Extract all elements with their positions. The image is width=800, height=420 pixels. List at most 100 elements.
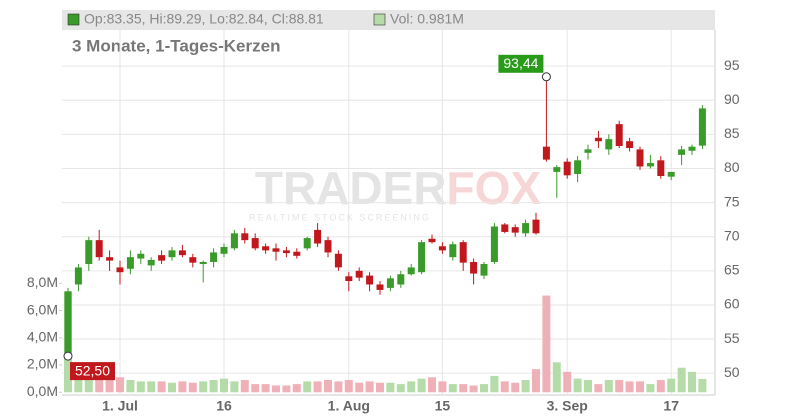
candle-body [553,167,561,172]
watermark-part: TRADER [255,162,447,214]
candle-body [688,146,696,151]
watermark: TRADERFOX [255,162,542,214]
candle-body [646,163,654,167]
candle-body [158,255,166,261]
candle-body [126,257,134,269]
volume-bar [95,378,104,393]
candle-body [147,259,155,266]
candle-body [386,278,394,288]
candle-body [532,219,540,234]
volume-bar [584,380,592,393]
candle-body [85,240,93,265]
candle-body [542,146,550,160]
volume-bar [438,381,447,393]
candle-body [106,257,114,261]
candle-body [334,253,342,268]
volume-bar [272,385,280,393]
volume-bar [136,381,145,393]
candle-body [199,261,207,265]
candle-body [574,160,582,174]
volume-bar [656,380,665,393]
volume-tick-label: 8,0M [27,274,58,290]
volume-bar [500,381,509,393]
candle-body [116,267,124,273]
volume-bar [698,378,707,393]
volume-bar [84,377,93,393]
volume-bar [396,384,405,393]
volume-bar [646,384,655,393]
volume-bar [240,380,249,393]
x-tick-label: 16 [216,398,232,414]
candle-body [355,270,363,278]
volume-bar [428,377,436,393]
candle-body [272,248,280,252]
volume-bar [344,380,353,393]
candle-body [376,284,384,290]
volume-bar [490,375,499,393]
subtitle: 3 Monate, 1-Tages-Kerzen [72,36,280,55]
volume-bar [220,378,228,393]
volume-tick-label: 0,0M [27,383,58,399]
y-tick-label: 60 [724,296,740,312]
candle-body [594,137,602,142]
volume-bar [417,378,426,393]
volume-bar [386,382,395,393]
candle-body [137,253,145,259]
candle-body [324,240,332,253]
annotation-label: 52,50 [75,362,110,378]
ohlc-legend: Op:83.35, Hi:89.29, Lo:82.84, Cl:88.81 [84,11,324,27]
volume-bar [688,371,696,393]
y-tick-label: 90 [724,91,740,107]
candle-body [470,261,478,274]
volume-bar [199,381,208,393]
volume-bar [147,381,156,393]
candle-body [511,227,519,233]
volume-bar [459,384,468,393]
y-tick-label: 75 [724,193,740,209]
y-tick-label: 85 [724,125,740,141]
candle-body [584,149,592,153]
candle-body [345,276,353,282]
volume-bar [573,378,582,393]
volume-bar [532,369,540,393]
volume-bar [334,381,343,393]
candle-body [407,267,415,275]
volume-bar [209,380,218,393]
volume-tick-label: 6,0M [27,301,58,317]
candle-body [636,149,644,167]
candle-body [303,238,311,249]
x-tick-label: 3. Sep [547,398,588,414]
volume-bar [313,381,322,393]
volume-bar [355,382,364,393]
candle-body [626,141,634,149]
volume-bar [480,384,488,393]
volume-bar [677,367,686,393]
volume-bar [116,377,124,393]
volume-bar [188,382,197,393]
volume-bar [230,381,239,393]
volume-bar [168,382,176,393]
candle-body [418,242,426,273]
candle-body [501,224,509,232]
volume-bar [292,384,301,393]
watermark-sub: REALTIME STOCK SCREENING [249,212,431,222]
candle-body [189,257,197,263]
candle-body [220,246,228,254]
candle-body [449,244,457,258]
y-tick-label: 80 [724,159,740,175]
candle-body [657,160,665,176]
candle-body [262,246,270,251]
volume-bar [521,380,530,393]
annotation-marker [541,72,551,82]
volume-bar [126,380,135,393]
volume-bar [667,378,676,393]
volume-bar [376,382,384,393]
candle-body [282,250,290,254]
volume-bar [324,380,332,393]
x-tick-label: 1. Aug [328,398,370,414]
candle-body [74,267,82,285]
candle-body [522,223,530,234]
legend-icon [373,13,386,26]
candle-body [397,274,405,285]
y-tick-label: 50 [724,364,740,380]
